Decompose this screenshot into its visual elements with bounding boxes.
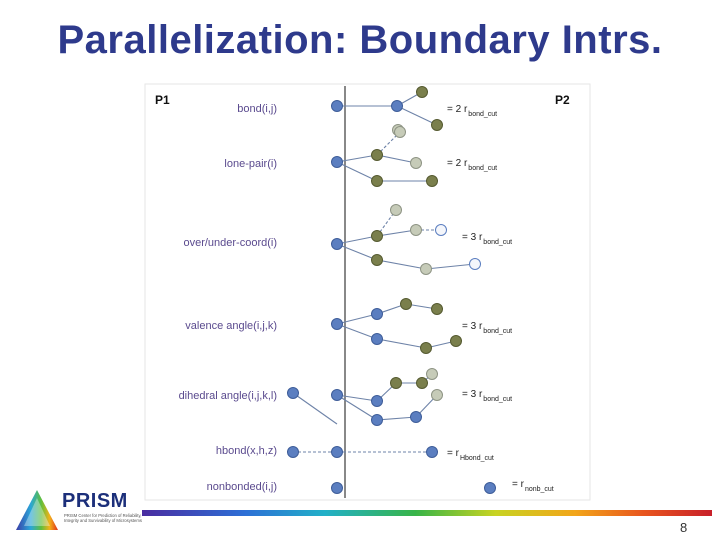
logo-tagline: PRISM Center for Prediction of Reliabili… [64,513,142,523]
bond-line [336,323,378,340]
atom [331,446,343,458]
bond-line [336,313,378,325]
atom [484,482,496,494]
atom [431,303,443,315]
cutoff-distance: = 3 r [462,232,483,243]
bond-line [336,161,378,182]
atom [426,446,438,458]
cutoff-distance: = 2 r [447,158,468,169]
bond-line [336,394,378,421]
atom [331,482,343,494]
atom [331,318,343,330]
atom [371,254,383,266]
atom [420,263,432,275]
interaction-label: bond(i,j) [237,103,277,115]
cutoff-subscript: bond_cut [483,396,512,403]
cutoff-distance: = 3 r [462,389,483,400]
atom [371,175,383,187]
atom [371,149,383,161]
atom [331,238,343,250]
interaction-label: lone-pair(i) [224,158,277,170]
slide-title: Parallelization: Boundary Intrs. [57,18,663,62]
cutoff-subscript: bond_cut [483,328,512,335]
bond-line [336,243,378,261]
bond-line [396,105,438,126]
processor-label-p2: P2 [555,93,570,107]
prism-logo-mark [16,490,58,530]
atom [287,387,299,399]
atom [431,389,443,401]
cutoff-distance: = 3 r [462,321,483,332]
cutoff-subscript: bond_cut [468,111,497,118]
bond-line [336,394,378,402]
atom [410,411,422,423]
atom [400,298,412,310]
atom [331,389,343,401]
atom [390,204,402,216]
cutoff-subscript: Hbond_cut [460,455,494,462]
atom [394,126,406,138]
interaction-label: nonbonded(i,j) [207,481,277,493]
cutoff-subscript: bond_cut [483,239,512,246]
atom [420,342,432,354]
atom [450,335,462,347]
atom [371,414,383,426]
atom [287,446,299,458]
bond-line [336,154,378,163]
atom [331,156,343,168]
cutoff-distance: = r [447,448,460,459]
logo-wordmark: PRISM [62,490,128,512]
atom [469,258,481,270]
interaction-label: dihedral angle(i,j,k,l) [179,390,277,402]
atom [410,157,422,169]
atom [390,377,402,389]
bond-line [376,338,427,349]
atom [426,368,438,380]
atom [416,86,428,98]
bond-line [376,154,417,164]
atom [371,308,383,320]
atom [371,333,383,345]
bond-line [376,416,417,421]
atom [371,230,383,242]
atom [431,119,443,131]
cutoff-subscript: bond_cut [468,165,497,172]
diagram-frame [144,83,591,501]
page-number: 8 [680,520,688,535]
atom [410,224,422,236]
bond-line [292,392,338,425]
bond-line [425,263,476,270]
spectrum-footer-rule [142,510,712,516]
bond-line [376,259,427,270]
interaction-label: valence angle(i,j,k) [185,320,277,332]
atom [426,175,438,187]
processor-label-p1: P1 [155,93,170,107]
prism-logo: PRISM PRISM Center for Prediction of Rel… [14,488,142,532]
bond-line [336,235,378,245]
atom [416,377,428,389]
atom [371,395,383,407]
cutoff-distance: = 2 r [447,104,468,115]
atom [331,100,343,112]
interaction-label: hbond(x,h,z) [216,445,277,457]
cutoff-distance: = r [512,479,525,490]
atom [391,100,403,112]
atom [435,224,447,236]
cutoff-subscript: nonb_cut [525,486,554,493]
interaction-label: over/under-coord(i) [183,237,277,249]
bond-line [376,229,417,237]
